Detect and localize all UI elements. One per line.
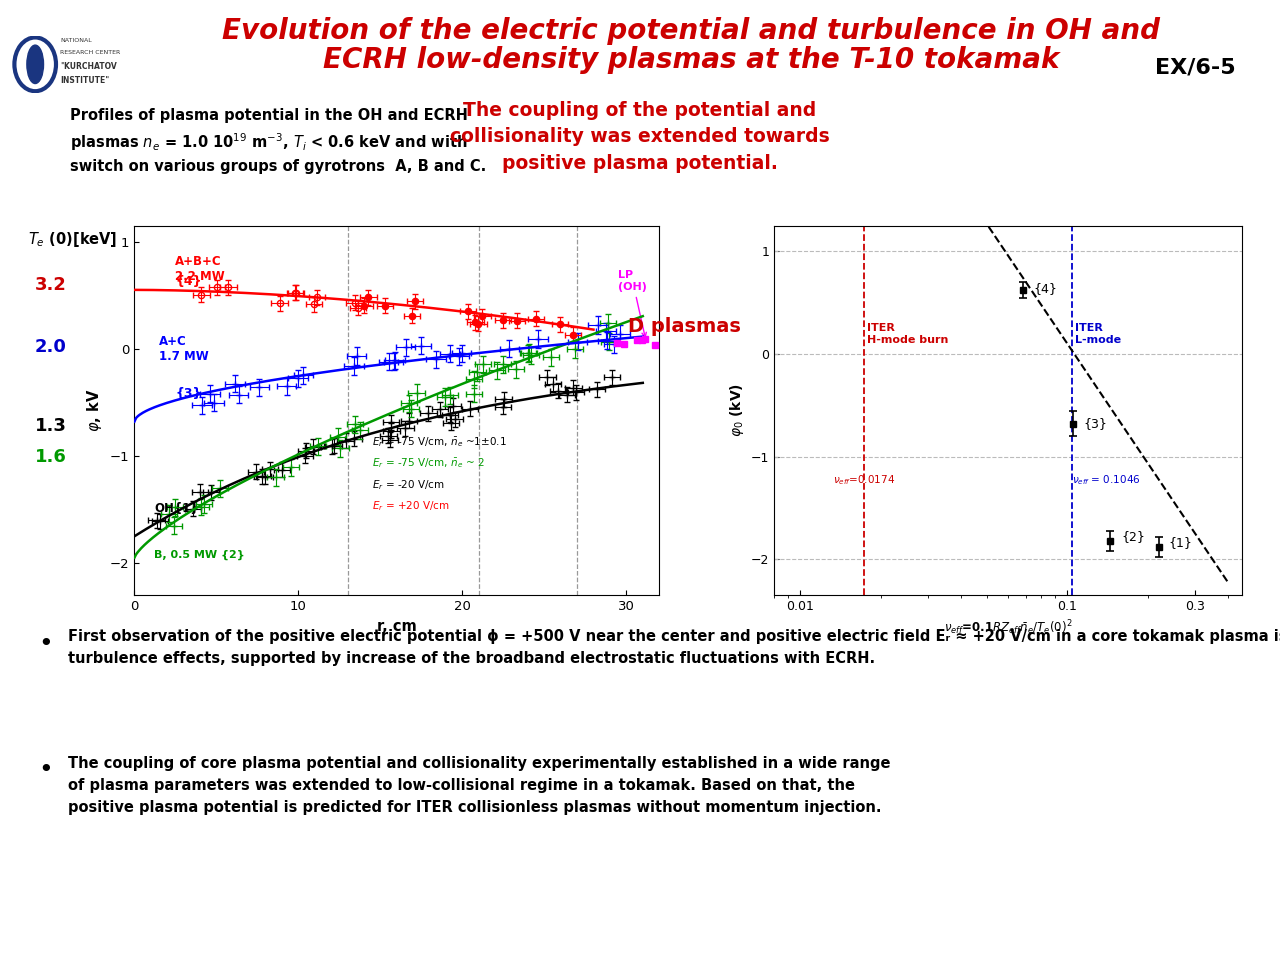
Text: {3}: {3} bbox=[175, 387, 202, 400]
Text: •: • bbox=[38, 632, 54, 656]
Text: NATIONAL: NATIONAL bbox=[60, 38, 92, 43]
Text: 3.2: 3.2 bbox=[35, 276, 67, 294]
Text: B, 0.5 MW {2}: B, 0.5 MW {2} bbox=[154, 550, 244, 560]
Y-axis label: $\varphi$, kV: $\varphi$, kV bbox=[86, 389, 105, 432]
Text: INSTITUTE": INSTITUTE" bbox=[60, 76, 109, 84]
Text: RESEARCH CENTER: RESEARCH CENTER bbox=[60, 50, 120, 55]
X-axis label: r, cm: r, cm bbox=[376, 618, 417, 634]
Text: {1}: {1} bbox=[1169, 537, 1193, 549]
Text: 2.0: 2.0 bbox=[35, 338, 67, 356]
Text: 1.6: 1.6 bbox=[35, 448, 67, 467]
X-axis label: $\nu_{eff}$=0.1$RZ_{eff}\bar{n}_e/T_e(0)^2$: $\nu_{eff}$=0.1$RZ_{eff}\bar{n}_e/T_e(0)… bbox=[943, 618, 1073, 637]
Text: {4}: {4} bbox=[1034, 281, 1057, 295]
Text: Evolution of the electric potential and turbulence in OH and: Evolution of the electric potential and … bbox=[223, 17, 1160, 45]
Text: $E_r$ = -20 V/cm: $E_r$ = -20 V/cm bbox=[372, 478, 445, 492]
Text: A+B+C
2.2 MW: A+B+C 2.2 MW bbox=[175, 254, 225, 282]
Text: "KURCHATOV: "KURCHATOV bbox=[60, 62, 116, 71]
Text: The coupling of core plasma potential and collisionality experimentally establis: The coupling of core plasma potential an… bbox=[68, 756, 891, 815]
Text: Profiles of plasma potential in the OH and ECRH
plasmas $n_e$ = 1.0 10$^{19}$ m$: Profiles of plasma potential in the OH a… bbox=[70, 108, 486, 174]
Text: LP
(OH): LP (OH) bbox=[618, 271, 648, 337]
Text: {4}: {4} bbox=[175, 275, 202, 288]
Text: {2}: {2} bbox=[1121, 530, 1146, 543]
Text: ITER
H-mode burn: ITER H-mode burn bbox=[867, 324, 948, 345]
Text: A+C
1.7 MW: A+C 1.7 MW bbox=[159, 334, 209, 363]
Text: $T_e$ (0)[keV]: $T_e$ (0)[keV] bbox=[28, 230, 118, 250]
Text: {3}: {3} bbox=[1083, 418, 1107, 430]
Text: •: • bbox=[38, 758, 54, 782]
Y-axis label: $\varphi_0$ (kV): $\varphi_0$ (kV) bbox=[727, 383, 746, 438]
Text: ECRH low-density plasmas at the T-10 tokamak: ECRH low-density plasmas at the T-10 tok… bbox=[323, 46, 1060, 74]
Text: The coupling of the potential and
collisionality was extended towards
positive p: The coupling of the potential and collis… bbox=[451, 101, 829, 173]
Ellipse shape bbox=[27, 45, 44, 84]
Text: $E_r$ = -75 V/cm, $\bar{n}_e$ ~ 2: $E_r$ = -75 V/cm, $\bar{n}_e$ ~ 2 bbox=[372, 457, 485, 470]
Text: OH{1}: OH{1} bbox=[154, 502, 198, 515]
Text: $\nu_{eff}$ = 0.1046: $\nu_{eff}$ = 0.1046 bbox=[1073, 473, 1140, 488]
Text: D plasmas: D plasmas bbox=[628, 317, 741, 336]
Text: First observation of the positive electric potential ϕ = +500 V near the center : First observation of the positive electr… bbox=[68, 629, 1280, 666]
Text: $E_r$ = +20 V/cm: $E_r$ = +20 V/cm bbox=[372, 499, 451, 514]
Text: EX/6-5: EX/6-5 bbox=[1155, 58, 1235, 78]
Text: 1.3: 1.3 bbox=[35, 417, 67, 435]
Text: ITER
L-mode: ITER L-mode bbox=[1075, 324, 1121, 345]
Text: $E_r$ = -75 V/cm, $\bar{n}_e$ ~1$\pm$0.1: $E_r$ = -75 V/cm, $\bar{n}_e$ ~1$\pm$0.1 bbox=[372, 435, 507, 449]
Text: $\nu_{eff}$=0.0174: $\nu_{eff}$=0.0174 bbox=[833, 473, 896, 488]
